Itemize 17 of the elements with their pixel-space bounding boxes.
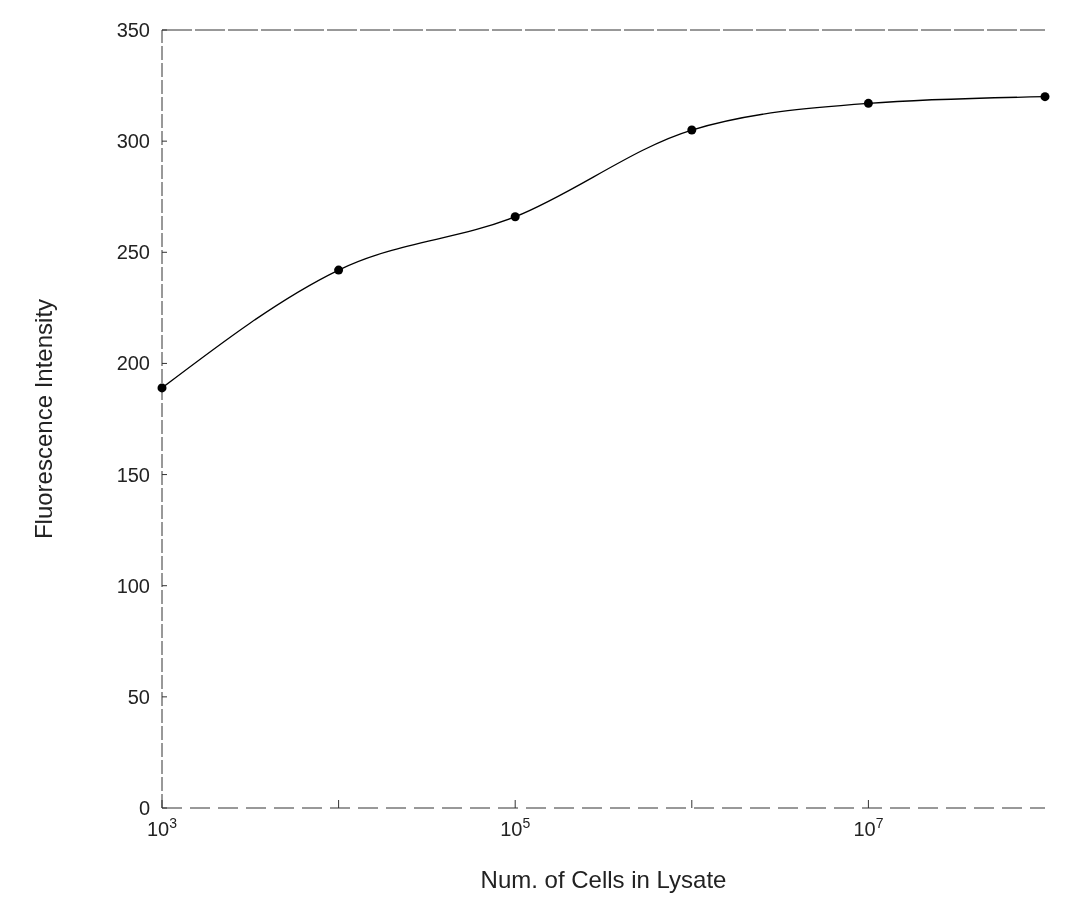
point xyxy=(157,383,167,393)
y-tick-label: 350 xyxy=(116,19,150,41)
point xyxy=(863,98,873,108)
y-tick-label: 150 xyxy=(116,463,150,486)
point xyxy=(687,125,697,135)
x-tick-label: 10$^{5}$ xyxy=(500,815,531,840)
y-tick-label: 250 xyxy=(116,241,150,264)
point xyxy=(510,212,520,222)
x-axis-title: Num. of Cells in Lysate xyxy=(480,866,727,893)
y-tick-label: 200 xyxy=(116,352,150,375)
y-tick-label: 50 xyxy=(127,685,150,708)
point xyxy=(334,265,344,275)
y-axis-title: Fluorescence Intensity xyxy=(30,298,57,540)
y-tick-label: 100 xyxy=(116,574,150,597)
x-tick-label: 10$^{7}$ xyxy=(853,815,884,840)
point xyxy=(1040,92,1050,102)
y-tick-label: 300 xyxy=(116,130,150,153)
